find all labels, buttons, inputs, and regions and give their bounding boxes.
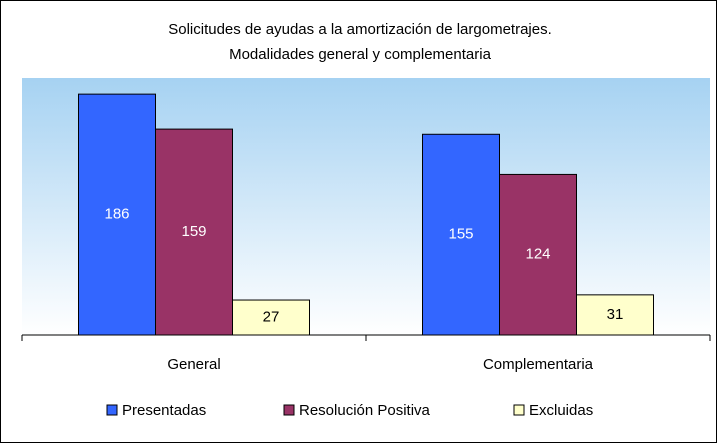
- legend-swatch: [106, 404, 118, 416]
- x-tick-label: Complementaria: [483, 356, 594, 373]
- legend-swatch: [283, 404, 295, 416]
- data-label: 27: [263, 308, 280, 325]
- legend-swatch: [513, 404, 525, 416]
- legend-label: Resolución Positiva: [299, 402, 431, 419]
- data-label: 124: [525, 246, 550, 263]
- data-label: 155: [448, 226, 473, 243]
- chart-title: Solicitudes de ayudas a la amortización …: [168, 21, 552, 38]
- bar: [78, 93, 156, 336]
- bar: [155, 128, 233, 336]
- data-label: 186: [104, 206, 129, 223]
- legend-label: Excluidas: [529, 402, 593, 419]
- bar: [576, 294, 654, 336]
- chart-title: Modalidades general y complementaria: [229, 46, 491, 63]
- x-tick-label: General: [167, 356, 220, 373]
- data-label: 159: [181, 223, 206, 240]
- data-label: 31: [607, 306, 624, 323]
- legend-label: Presentadas: [122, 402, 206, 419]
